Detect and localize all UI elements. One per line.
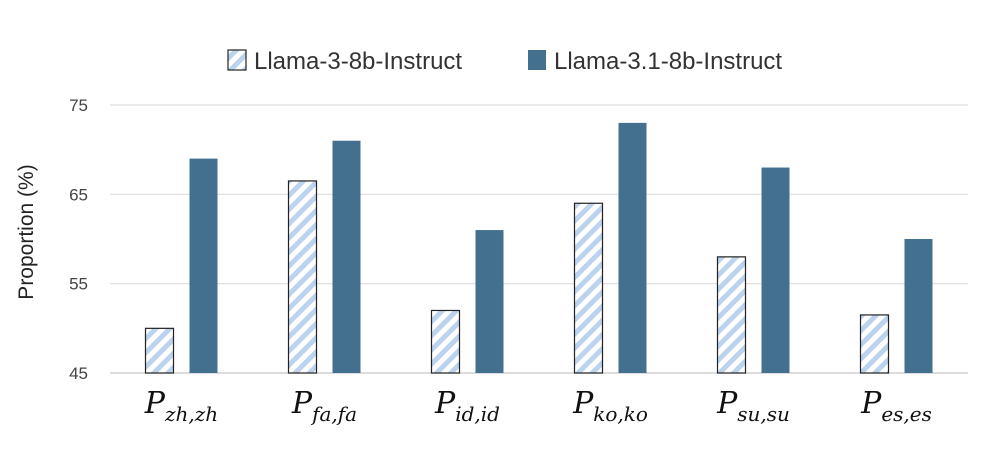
y-tick-label: 45 [69, 364, 88, 383]
y-tick-label: 75 [69, 96, 88, 115]
bar [573, 202, 604, 374]
legend-swatch [227, 49, 247, 71]
bar [144, 327, 175, 374]
bar [475, 230, 504, 373]
y-tick-label: 55 [69, 275, 88, 294]
y-tick-labels: 45 55 65 75 [69, 96, 88, 383]
x-tick-label: Pko,ko [572, 386, 648, 426]
x-tick-label: Pfa,fa [291, 386, 357, 426]
x-tick-label: Pid,id [434, 386, 500, 426]
bar [618, 122, 647, 373]
bar [904, 239, 933, 373]
legend: Llama-3-8b-Instruct Llama-3.1-8b-Instruct [227, 48, 782, 75]
bar [430, 309, 461, 374]
bar [287, 180, 318, 374]
gridlines [110, 104, 968, 374]
bar [761, 167, 790, 373]
legend-label: Llama-3-8b-Instruct [254, 48, 462, 75]
bar [859, 314, 890, 374]
x-tick-labels: Pzh,zh Pfa,fa Pid,id Pko,ko Psu,su Pes,es [144, 386, 932, 426]
y-axis-label: Proportion (%) [15, 164, 38, 299]
x-tick-label: Pzh,zh [144, 386, 218, 426]
bar [716, 256, 747, 374]
x-tick-label: Pes,es [860, 386, 932, 426]
legend-label: Llama-3.1-8b-Instruct [554, 48, 782, 75]
x-tick-label: Psu,su [716, 386, 790, 426]
legend-swatch [528, 50, 546, 70]
bar [332, 140, 361, 373]
bar [189, 158, 218, 373]
y-tick-label: 65 [69, 185, 88, 204]
bars [144, 122, 933, 374]
